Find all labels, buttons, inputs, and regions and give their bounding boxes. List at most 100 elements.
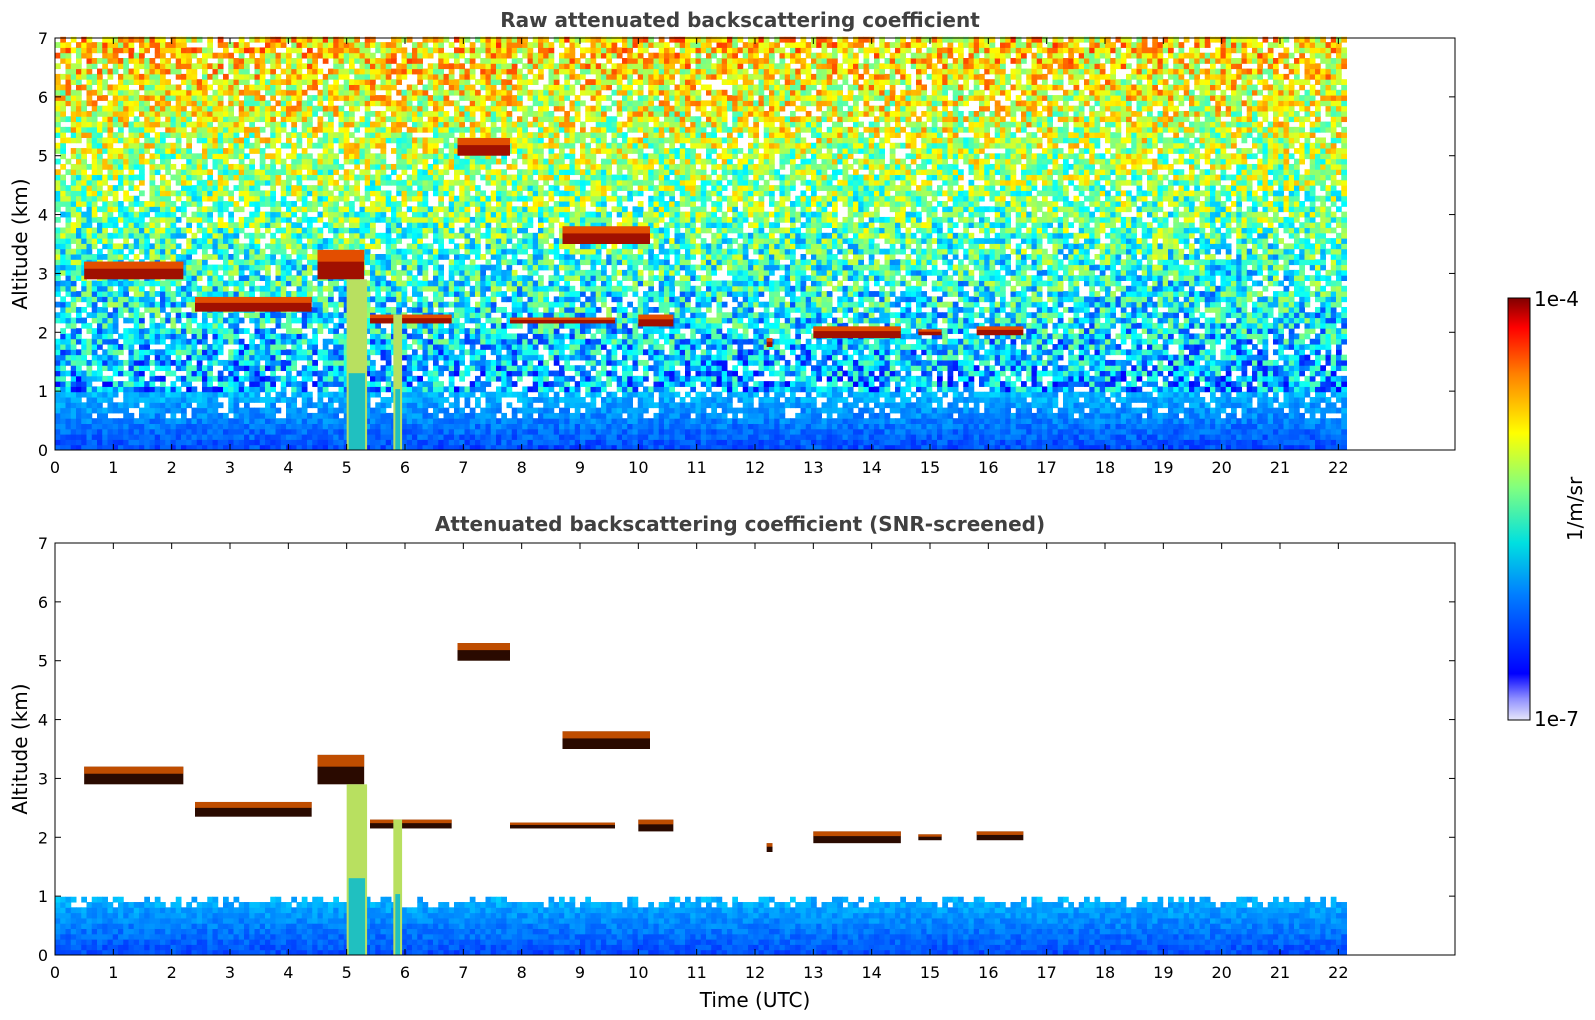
heatmap-cell (71, 206, 77, 212)
heatmap-cell (270, 344, 276, 350)
heatmap-cell (118, 100, 124, 106)
heatmap-cell (402, 365, 408, 371)
heatmap-cell (213, 392, 219, 398)
heatmap-cell (433, 95, 439, 101)
heatmap-cell (160, 392, 166, 398)
heatmap-cell (255, 424, 261, 430)
heatmap-cell (265, 365, 271, 371)
heatmap-cell (55, 413, 61, 419)
heatmap-cell (92, 429, 98, 435)
heatmap-cell (255, 116, 261, 122)
heatmap-cell (370, 408, 376, 414)
heatmap-cell (160, 69, 166, 75)
heatmap-cell (302, 127, 308, 133)
heatmap-cell (370, 69, 376, 75)
heatmap-cell (87, 47, 93, 53)
heatmap-cell (307, 143, 313, 149)
heatmap-cell (108, 84, 114, 90)
heatmap-cell (123, 190, 129, 196)
heatmap-cell (433, 418, 439, 424)
heatmap-cell (223, 222, 229, 228)
heatmap-cell (197, 243, 203, 249)
heatmap-cell (249, 84, 255, 90)
heatmap-cell (318, 212, 324, 218)
heatmap-cell (108, 439, 114, 445)
heatmap-cell (81, 339, 87, 345)
heatmap-cell (160, 100, 166, 106)
heatmap-cell (207, 376, 213, 382)
heatmap-cell (276, 53, 282, 59)
heatmap-cell (260, 222, 266, 228)
heatmap-cell (281, 185, 287, 191)
heatmap-cell (108, 53, 114, 59)
heatmap-cell (370, 424, 376, 430)
heatmap-cell (391, 196, 397, 202)
heatmap-cell (323, 318, 329, 324)
heatmap-cell (92, 228, 98, 234)
heatmap-cell (155, 302, 161, 308)
heatmap-cell (444, 53, 450, 59)
heatmap-cell (223, 228, 229, 234)
heatmap-cell (197, 63, 203, 69)
heatmap-cell (297, 222, 303, 228)
heatmap-cell (249, 190, 255, 196)
heatmap-cell (333, 238, 339, 244)
heatmap-cell (386, 63, 392, 69)
heatmap-cell (349, 84, 355, 90)
heatmap-cell (365, 100, 371, 106)
heatmap-cell (123, 286, 129, 292)
heatmap-cell (76, 111, 82, 117)
heatmap-cell (339, 74, 345, 80)
heatmap-cell (454, 418, 460, 424)
heatmap-cell (454, 233, 460, 239)
heatmap-cell (433, 376, 439, 382)
heatmap-cell (354, 100, 360, 106)
heatmap-cell (234, 175, 240, 181)
heatmap-cell (60, 175, 66, 181)
heatmap-cell (444, 439, 450, 445)
heatmap-cell (81, 175, 87, 181)
heatmap-cell (302, 190, 308, 196)
heatmap-cell (454, 270, 460, 276)
heatmap-cell (333, 42, 339, 48)
heatmap-cell (160, 122, 166, 128)
heatmap-cell (349, 122, 355, 128)
heatmap-cell (302, 53, 308, 59)
heatmap-cell (433, 296, 439, 302)
heatmap-cell (165, 153, 171, 159)
heatmap-cell (396, 148, 402, 154)
heatmap-cell (386, 371, 392, 377)
heatmap-cell (186, 169, 192, 175)
heatmap-cell (202, 212, 208, 218)
heatmap-cell (76, 381, 82, 387)
heatmap-cell (354, 185, 360, 191)
heatmap-cell (260, 339, 266, 345)
heatmap-cell (223, 233, 229, 239)
heatmap-cell (354, 143, 360, 149)
heatmap-cell (249, 143, 255, 149)
heatmap-cell (433, 280, 439, 286)
heatmap-cell (144, 402, 150, 408)
heatmap-cell (297, 275, 303, 281)
heatmap-cell (396, 275, 402, 281)
heatmap-cell (123, 116, 129, 122)
heatmap-cell (165, 286, 171, 292)
heatmap-cell (428, 228, 434, 234)
heatmap-cell (328, 196, 334, 202)
heatmap-cell (55, 228, 61, 234)
heatmap-cell (244, 365, 250, 371)
heatmap-cell (213, 132, 219, 138)
heatmap-cell (108, 206, 114, 212)
heatmap-cell (223, 434, 229, 440)
heatmap-cell (55, 169, 61, 175)
heatmap-cell (281, 434, 287, 440)
heatmap-cell (87, 74, 93, 80)
heatmap-cell (66, 228, 72, 234)
heatmap-cell (102, 111, 108, 117)
heatmap-cell (181, 376, 187, 382)
heatmap-cell (186, 318, 192, 324)
heatmap-cell (423, 259, 429, 265)
heatmap-cell (66, 243, 72, 249)
heatmap-cell (312, 74, 318, 80)
heatmap-cell (417, 159, 423, 165)
